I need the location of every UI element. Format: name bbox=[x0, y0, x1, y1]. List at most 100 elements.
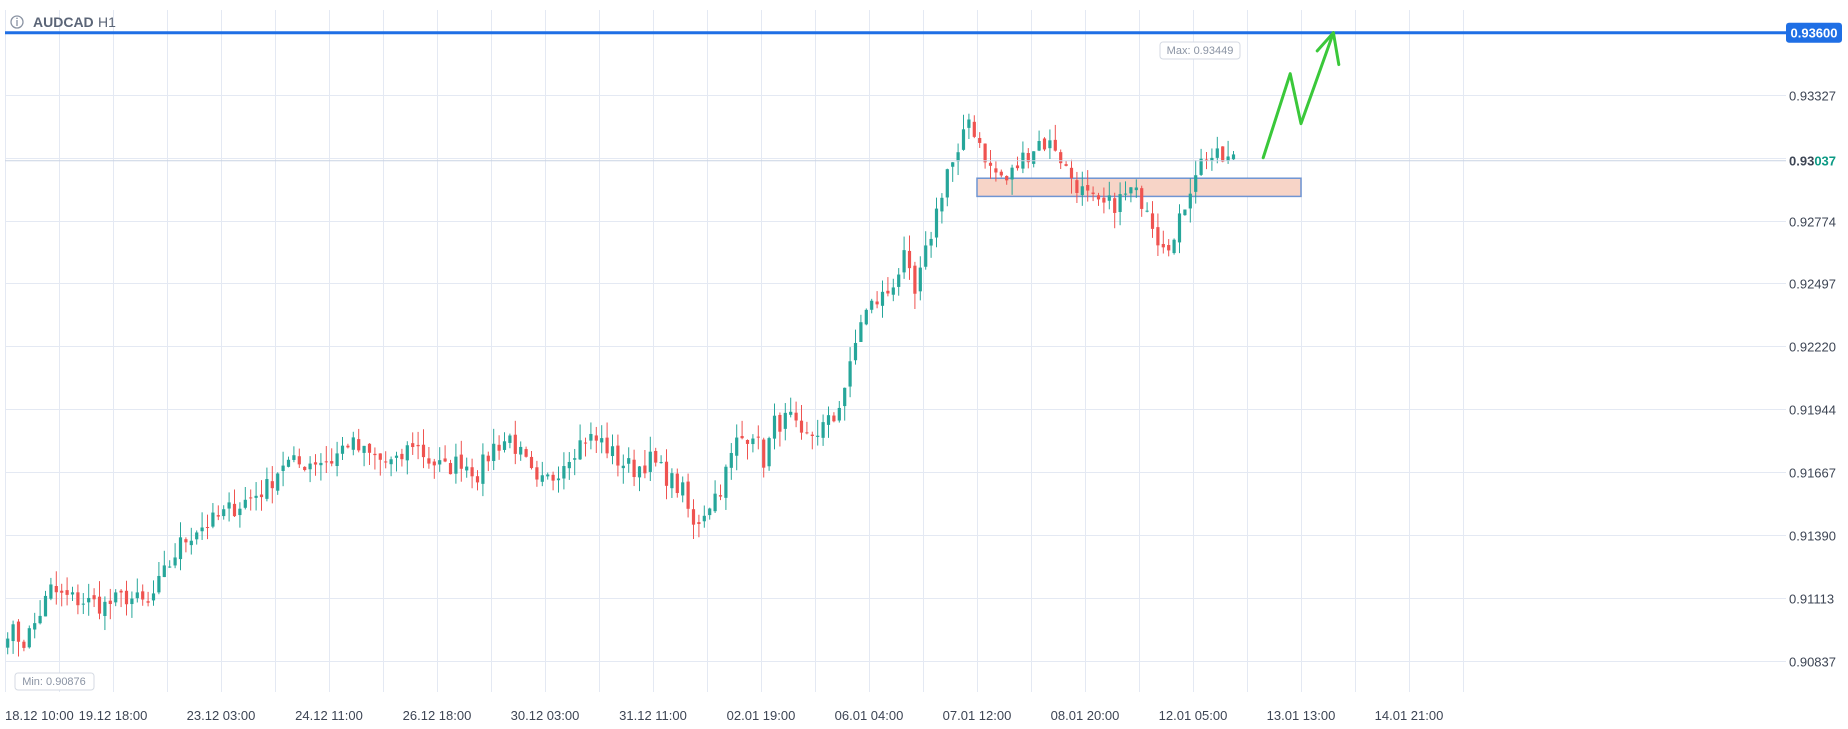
candle bbox=[600, 425, 604, 454]
candle-body bbox=[87, 597, 91, 603]
candle bbox=[33, 612, 37, 639]
candle-body bbox=[1156, 227, 1160, 246]
candle-body bbox=[119, 590, 123, 593]
candle bbox=[400, 448, 404, 467]
candle bbox=[983, 143, 987, 169]
candle-body bbox=[1069, 167, 1074, 179]
candle-body bbox=[1221, 146, 1225, 162]
candle-body bbox=[351, 437, 355, 450]
candle bbox=[492, 428, 496, 471]
candle-body bbox=[465, 466, 469, 471]
candle-body bbox=[988, 162, 993, 166]
candle-body bbox=[567, 461, 571, 469]
candle bbox=[994, 161, 998, 182]
candle bbox=[465, 457, 469, 478]
candle bbox=[778, 412, 782, 447]
candle bbox=[610, 434, 615, 465]
candle-body bbox=[324, 461, 328, 463]
candle-body bbox=[22, 641, 26, 648]
candle bbox=[605, 422, 609, 459]
candle bbox=[141, 584, 145, 606]
candle-body bbox=[816, 435, 820, 437]
candle bbox=[524, 446, 528, 458]
candle bbox=[81, 593, 85, 615]
candle-body bbox=[999, 171, 1003, 176]
candle-body bbox=[821, 422, 825, 438]
candle bbox=[16, 619, 21, 657]
candle-body bbox=[216, 515, 220, 517]
candle bbox=[351, 431, 355, 456]
y-tick-label: 0.91390 bbox=[1789, 529, 1836, 544]
candle bbox=[362, 445, 366, 467]
candle bbox=[794, 401, 798, 428]
candle bbox=[978, 132, 982, 148]
candle bbox=[870, 298, 874, 314]
candle bbox=[157, 562, 161, 595]
candle bbox=[189, 527, 193, 555]
candle-body bbox=[745, 439, 750, 444]
candle-body bbox=[389, 459, 393, 465]
candle bbox=[54, 571, 58, 605]
candle-body bbox=[151, 593, 156, 601]
candle bbox=[616, 434, 620, 477]
candle-body bbox=[238, 508, 242, 516]
overlays: 0.93600 0.93037 Max: 0.93449 Min: 0.90876 bbox=[5, 22, 1842, 691]
candle-body bbox=[853, 342, 858, 361]
candle bbox=[184, 537, 188, 553]
candle-body bbox=[681, 482, 685, 496]
candle-body bbox=[222, 509, 226, 517]
candle-body bbox=[810, 434, 814, 437]
candle bbox=[902, 236, 906, 279]
candle-body bbox=[524, 449, 528, 457]
candle-body bbox=[227, 502, 231, 509]
candle bbox=[421, 429, 426, 469]
candle-body bbox=[956, 152, 960, 162]
candle-body bbox=[556, 478, 561, 481]
candle bbox=[222, 505, 226, 520]
candle bbox=[454, 443, 458, 484]
candle-body bbox=[308, 463, 312, 470]
candle-body bbox=[481, 454, 485, 484]
candle-body bbox=[778, 414, 782, 432]
candle bbox=[1107, 181, 1111, 210]
candle-body bbox=[691, 509, 696, 525]
candle bbox=[216, 505, 220, 521]
candle-body bbox=[913, 265, 917, 294]
candle bbox=[378, 453, 382, 476]
candle-body bbox=[578, 440, 582, 460]
candle bbox=[249, 489, 253, 511]
candle bbox=[1005, 175, 1009, 185]
candle bbox=[1102, 187, 1106, 214]
timeframe-label[interactable]: H1 bbox=[98, 14, 116, 30]
candle bbox=[681, 476, 685, 503]
candle-body bbox=[405, 445, 409, 461]
candle-body bbox=[103, 601, 107, 616]
candle bbox=[1129, 187, 1133, 203]
candle bbox=[918, 256, 922, 301]
candle bbox=[162, 550, 166, 578]
candle bbox=[513, 420, 517, 465]
support-zone[interactable] bbox=[976, 177, 1302, 198]
candle bbox=[972, 115, 976, 139]
x-tick-label: 30.12 03:00 bbox=[511, 708, 580, 723]
candle bbox=[956, 143, 960, 176]
grid bbox=[5, 10, 1786, 692]
candle bbox=[945, 168, 949, 207]
info-circle-icon[interactable] bbox=[10, 15, 24, 29]
candle-body bbox=[1080, 186, 1084, 196]
candle-body bbox=[573, 458, 577, 460]
candle bbox=[448, 459, 453, 475]
support-zone-layer[interactable] bbox=[976, 177, 1302, 198]
candle bbox=[486, 451, 490, 472]
candle-body bbox=[259, 494, 264, 498]
candle bbox=[1123, 181, 1128, 201]
candle bbox=[1069, 159, 1074, 194]
candle bbox=[254, 482, 258, 511]
candle-body bbox=[200, 527, 204, 532]
candle bbox=[168, 560, 172, 568]
candle bbox=[27, 625, 31, 649]
candle bbox=[637, 466, 642, 492]
candle-body bbox=[897, 274, 901, 287]
